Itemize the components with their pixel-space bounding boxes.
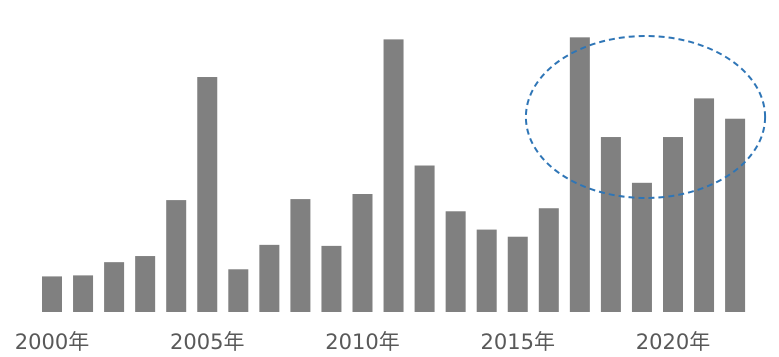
bar-2019年 bbox=[631, 182, 652, 312]
bar-2002年 bbox=[104, 262, 125, 312]
x-tick-label: 2015年 bbox=[481, 330, 555, 354]
highlight-ellipse bbox=[524, 35, 767, 199]
bar-2008年 bbox=[290, 199, 311, 312]
bar-2009年 bbox=[321, 245, 342, 312]
bar-group bbox=[42, 37, 746, 313]
bar-2016年 bbox=[538, 208, 559, 312]
x-tick-label: 2005年 bbox=[170, 330, 244, 354]
bar-2017年 bbox=[569, 37, 590, 313]
bar-2011年 bbox=[383, 39, 404, 312]
bar-2022年 bbox=[725, 118, 746, 312]
x-tick-label: 2010年 bbox=[325, 330, 399, 354]
bar-2003年 bbox=[135, 256, 156, 312]
bar-2013年 bbox=[445, 211, 466, 312]
bar-2020年 bbox=[663, 137, 683, 312]
bar-2014年 bbox=[476, 229, 497, 312]
bar-2015年 bbox=[507, 236, 528, 312]
bar-2012年 bbox=[414, 165, 435, 312]
x-tick-label: 2000年 bbox=[15, 330, 89, 354]
bar-2010年 bbox=[352, 194, 373, 312]
bar-2007年 bbox=[259, 244, 280, 312]
x-tick-label: 2020年 bbox=[636, 330, 710, 354]
bar-2001年 bbox=[73, 275, 94, 312]
bar-2004年 bbox=[166, 200, 187, 312]
bar-2006年 bbox=[228, 269, 249, 312]
x-axis-tick-labels: 2000年 2005年 2010年 2015年 2020年 bbox=[15, 330, 710, 354]
bar-2018年 bbox=[600, 137, 621, 312]
bar-2021年 bbox=[694, 98, 715, 312]
bar-2005年 bbox=[197, 77, 218, 313]
bar-2000年 bbox=[42, 276, 62, 312]
